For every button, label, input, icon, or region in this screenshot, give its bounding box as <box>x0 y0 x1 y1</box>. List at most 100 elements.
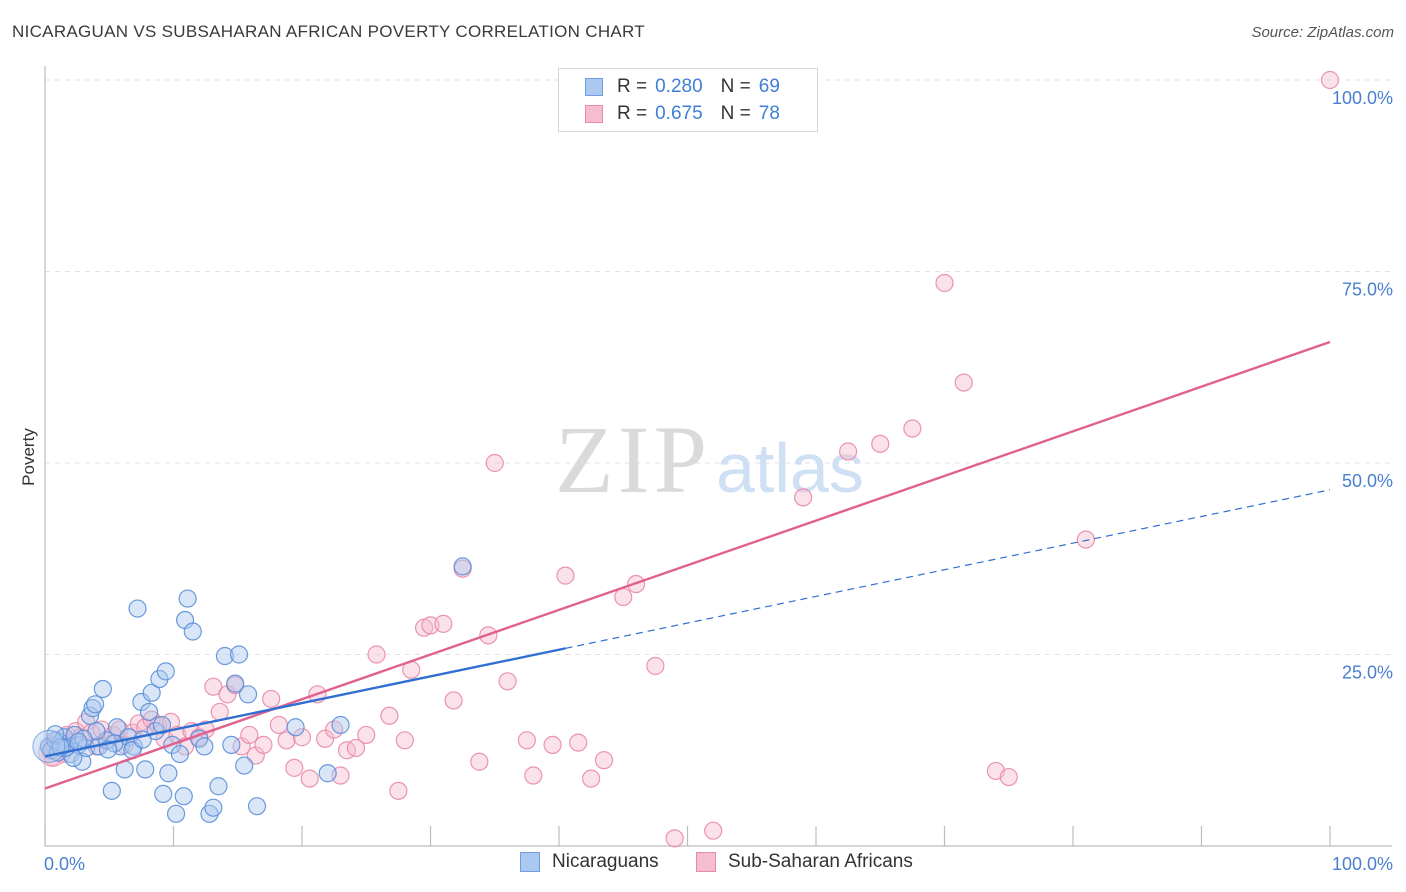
data-point-sub-saharan <box>954 373 973 392</box>
data-point-nicaraguans <box>154 784 173 804</box>
data-point-nicaraguans <box>318 764 337 783</box>
data-point-sub-saharan <box>325 720 344 739</box>
data-point-nicaraguans <box>152 715 172 735</box>
legend-r-label: R = <box>617 103 648 124</box>
bottom-legend-label-nicaraguans: Nicaraguans <box>552 851 659 872</box>
data-point-sub-saharan <box>543 735 562 754</box>
data-point-nicaraguans <box>128 599 147 618</box>
data-point-sub-saharan <box>871 434 890 453</box>
data-point-sub-saharan <box>524 766 543 785</box>
bottom-legend-swatch-pink <box>696 852 716 872</box>
data-point-sub-saharan <box>839 442 858 461</box>
x-tick-label: 100.0% <box>1332 854 1393 874</box>
data-point-nicaraguans <box>174 787 193 806</box>
data-point-sub-saharan <box>594 751 614 770</box>
data-point-nicaraguans <box>102 781 121 800</box>
data-point-sub-saharan <box>517 731 536 750</box>
data-point-sub-saharan <box>434 614 453 633</box>
y-axis-title: Poverty <box>19 428 38 486</box>
data-point-nicaraguans <box>226 674 245 693</box>
data-point-sub-saharan <box>704 821 723 840</box>
data-point-sub-saharan <box>614 587 633 607</box>
legend-n-value: 69 <box>758 76 780 97</box>
data-point-sub-saharan <box>300 769 319 788</box>
y-tick-label: 25.0% <box>1342 663 1393 683</box>
data-point-sub-saharan <box>204 677 223 696</box>
data-point-nicaraguans <box>235 756 254 775</box>
legend-swatch-pink <box>585 105 603 123</box>
trend-line-nicaraguans-extension <box>565 489 1331 649</box>
chart-source: Source: ZipAtlas.com <box>1251 24 1394 41</box>
series-sub-saharan-africans-points <box>38 70 1340 848</box>
data-point-sub-saharan <box>999 767 1018 787</box>
watermark: ZIP atlas <box>555 406 864 513</box>
legend-item-nicaraguans: R = 0.280 N = 69 <box>585 74 780 100</box>
data-point-nicaraguans <box>286 718 305 737</box>
trend-lines <box>44 340 1331 790</box>
data-point-nicaraguans <box>331 715 350 735</box>
data-point-sub-saharan <box>444 691 463 710</box>
data-point-sub-saharan <box>380 706 399 725</box>
data-point-sub-saharan <box>240 725 259 745</box>
data-point-nicaraguans <box>453 557 472 576</box>
data-point-nicaraguans <box>222 735 241 754</box>
data-point-sub-saharan <box>569 733 588 752</box>
legend-r-value: 0.280 <box>655 76 703 97</box>
legend-swatch-blue <box>585 78 603 96</box>
tick-labels: 25.0% 50.0% 75.0% 100.0% 0.0% 100.0% <box>44 88 1393 874</box>
data-point-sub-saharan <box>665 829 684 848</box>
data-point-nicaraguans <box>159 764 178 783</box>
data-point-sub-saharan <box>269 715 288 735</box>
data-point-sub-saharan <box>903 419 922 438</box>
data-point-nicaraguans <box>204 798 223 817</box>
trend-line-nicaraguans <box>44 647 566 758</box>
data-point-sub-saharan <box>254 735 273 754</box>
data-point-sub-saharan <box>262 689 281 709</box>
data-point-sub-saharan <box>794 488 813 507</box>
legend-r-value: 0.675 <box>655 103 703 124</box>
data-point-sub-saharan <box>357 725 376 745</box>
data-point-sub-saharan <box>485 453 504 473</box>
data-point-nicaraguans <box>132 692 151 712</box>
data-point-nicaraguans-cluster <box>32 729 66 763</box>
data-point-nicaraguans <box>133 730 152 749</box>
data-point-nicaraguans <box>86 695 105 714</box>
y-tick-label: 75.0% <box>1342 280 1393 300</box>
data-point-sub-saharan <box>1076 530 1095 549</box>
bottom-legend-label-sub-saharan: Sub-Saharan Africans <box>728 851 913 872</box>
data-point-nicaraguans <box>156 662 175 681</box>
data-point-sub-saharan <box>1320 70 1340 90</box>
bottom-legend-sub-saharan: Sub-Saharan Africans <box>696 851 913 873</box>
data-point-sub-saharan <box>395 731 414 750</box>
watermark-atlas: atlas <box>716 429 864 507</box>
axes <box>44 66 1392 847</box>
x-tick-label: 0.0% <box>44 854 85 874</box>
data-point-nicaraguans <box>229 645 249 664</box>
legend-n-value: 78 <box>758 103 780 124</box>
data-point-nicaraguans <box>73 752 92 771</box>
data-point-nicaraguans <box>209 777 228 796</box>
data-point-nicaraguans <box>166 804 186 823</box>
data-point-sub-saharan <box>498 672 517 691</box>
data-point-sub-saharan <box>556 566 575 585</box>
data-point-nicaraguans <box>170 744 190 764</box>
data-point-sub-saharan <box>292 728 312 747</box>
data-point-nicaraguans <box>195 737 214 756</box>
series-nicaraguans-points <box>32 557 472 823</box>
data-point-sub-saharan <box>346 738 366 758</box>
data-point-nicaraguans <box>238 685 258 704</box>
legend: R = 0.280 N = 69 R = 0.675 N = 78 <box>558 68 818 132</box>
data-point-sub-saharan <box>367 645 386 664</box>
data-point-sub-saharan <box>277 731 296 750</box>
data-point-sub-saharan <box>285 758 304 777</box>
data-point-nicaraguans <box>139 702 159 722</box>
chart-title: NICARAGUAN VS SUBSAHARAN AFRICAN POVERTY… <box>12 22 645 41</box>
data-point-sub-saharan <box>582 769 601 788</box>
legend-n-label: N = <box>720 76 751 97</box>
trend-line-sub-saharan <box>44 340 1331 790</box>
watermark-zip: ZIP <box>555 406 711 513</box>
bottom-legend-nicaraguans: Nicaraguans <box>520 851 659 873</box>
data-point-sub-saharan <box>646 656 665 676</box>
legend-n-label: N = <box>720 103 751 124</box>
legend-r-label: R = <box>617 76 648 97</box>
